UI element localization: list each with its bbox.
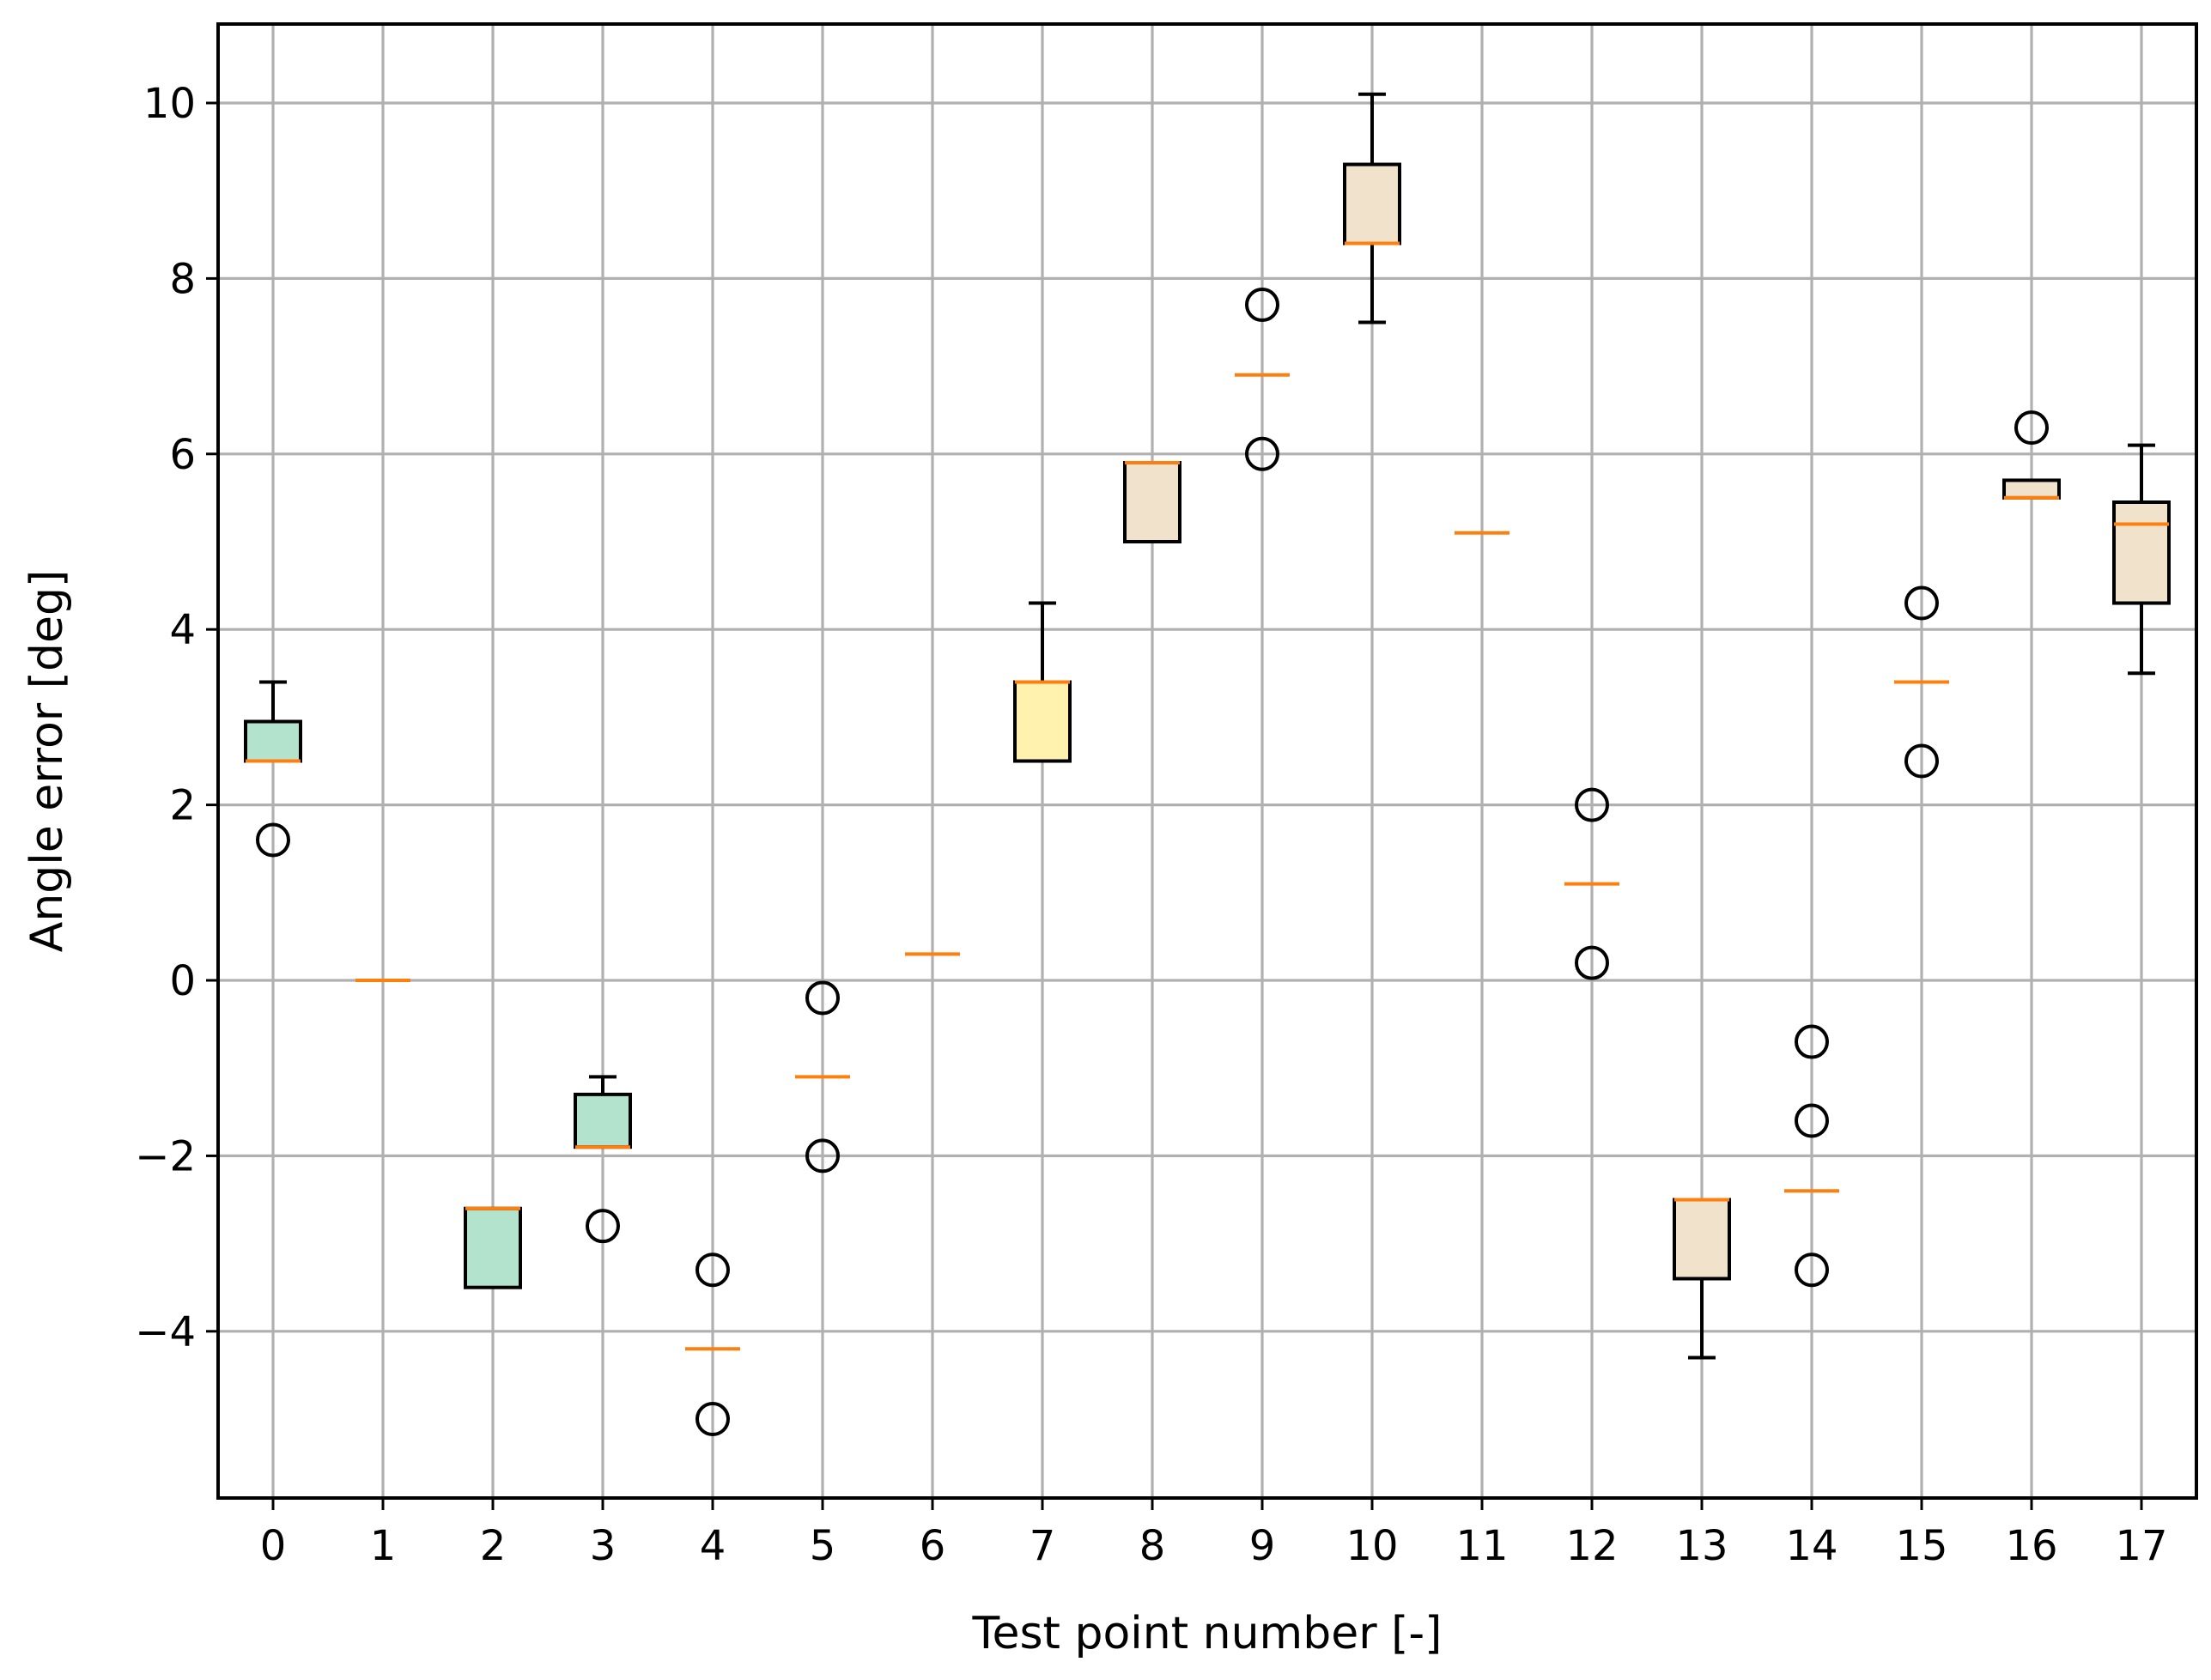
x-tick-label: 0 (260, 1522, 287, 1570)
box-group-13 (1673, 1198, 1731, 1360)
outlier-point (1245, 436, 1279, 471)
box-body (2112, 500, 2171, 605)
box-group-4 (685, 1252, 740, 1437)
box-group-15 (1894, 585, 1949, 779)
y-tick-label: 10 (143, 80, 196, 128)
y-tick-label: 8 (169, 255, 196, 303)
box-body (2002, 478, 2061, 500)
x-tick-label: 8 (1139, 1522, 1166, 1570)
box-group-17 (2112, 443, 2171, 676)
y-tick-label: −2 (135, 1132, 196, 1180)
outlier-point (2014, 410, 2049, 446)
box-series (244, 92, 2171, 1437)
x-tick-label: 6 (920, 1522, 946, 1570)
box-body (464, 1206, 522, 1289)
y-tick-label: 0 (169, 957, 196, 1005)
x-tick-label: 5 (810, 1522, 836, 1570)
box-group-0 (244, 680, 302, 858)
x-tick-label: 13 (1675, 1522, 1728, 1570)
y-tick-label: 2 (169, 782, 196, 830)
box-body (1013, 680, 1072, 763)
x-axis-label: Test point number [-] (972, 1608, 1443, 1659)
box-group-14 (1784, 1024, 1839, 1288)
x-tick-label: 15 (1895, 1522, 1947, 1570)
outlier-point (1795, 1252, 1829, 1288)
box-group-7 (1013, 601, 1072, 763)
outlier-point (805, 1138, 840, 1174)
x-tick-label: 4 (700, 1522, 726, 1570)
outlier-point (586, 1209, 620, 1244)
y-axis-label: Angle error [deg] (21, 570, 73, 953)
x-tick-label: 7 (1030, 1522, 1056, 1570)
x-tick-label: 10 (1345, 1522, 1398, 1570)
x-tick-label: 2 (480, 1522, 507, 1570)
box-group-8 (1123, 461, 1181, 543)
x-tick-label: 9 (1249, 1522, 1276, 1570)
x-tick-label: 11 (1455, 1522, 1508, 1570)
outlier-point (1575, 787, 1609, 822)
x-tick-label: 17 (2115, 1522, 2167, 1570)
outlier-point (1795, 1103, 1829, 1138)
outlier-point (1575, 945, 1609, 980)
box-group-5 (795, 980, 850, 1174)
outlier-point (256, 822, 290, 858)
outlier-point (695, 1402, 730, 1437)
box-group-3 (574, 1075, 632, 1244)
outlier-point (805, 980, 840, 1016)
box-group-12 (1564, 787, 1619, 980)
outlier-point (1904, 585, 1939, 621)
outlier-point (1795, 1024, 1829, 1059)
box-body (1673, 1198, 1731, 1281)
box-group-16 (2002, 410, 2061, 500)
y-tick-label: −4 (135, 1308, 196, 1356)
box-group-9 (1235, 288, 1290, 471)
box-body (1123, 461, 1181, 543)
plot-frame (216, 22, 2198, 1500)
x-tick-label: 16 (2005, 1522, 2057, 1570)
outlier-point (695, 1252, 730, 1288)
y-tick-label: 4 (169, 606, 196, 654)
outlier-point (1904, 743, 1939, 779)
x-tick-label: 12 (1565, 1522, 1618, 1570)
box-body (244, 719, 302, 763)
x-tick-label: 3 (590, 1522, 617, 1570)
x-tick-label: 1 (370, 1522, 397, 1570)
box-body (574, 1092, 632, 1149)
box-group-2 (464, 1206, 522, 1289)
box-group-10 (1343, 92, 1401, 324)
outlier-point (1245, 288, 1279, 323)
box-body (1343, 162, 1401, 246)
y-tick-label: 6 (169, 431, 196, 479)
x-tick-label: 14 (1785, 1522, 1837, 1570)
